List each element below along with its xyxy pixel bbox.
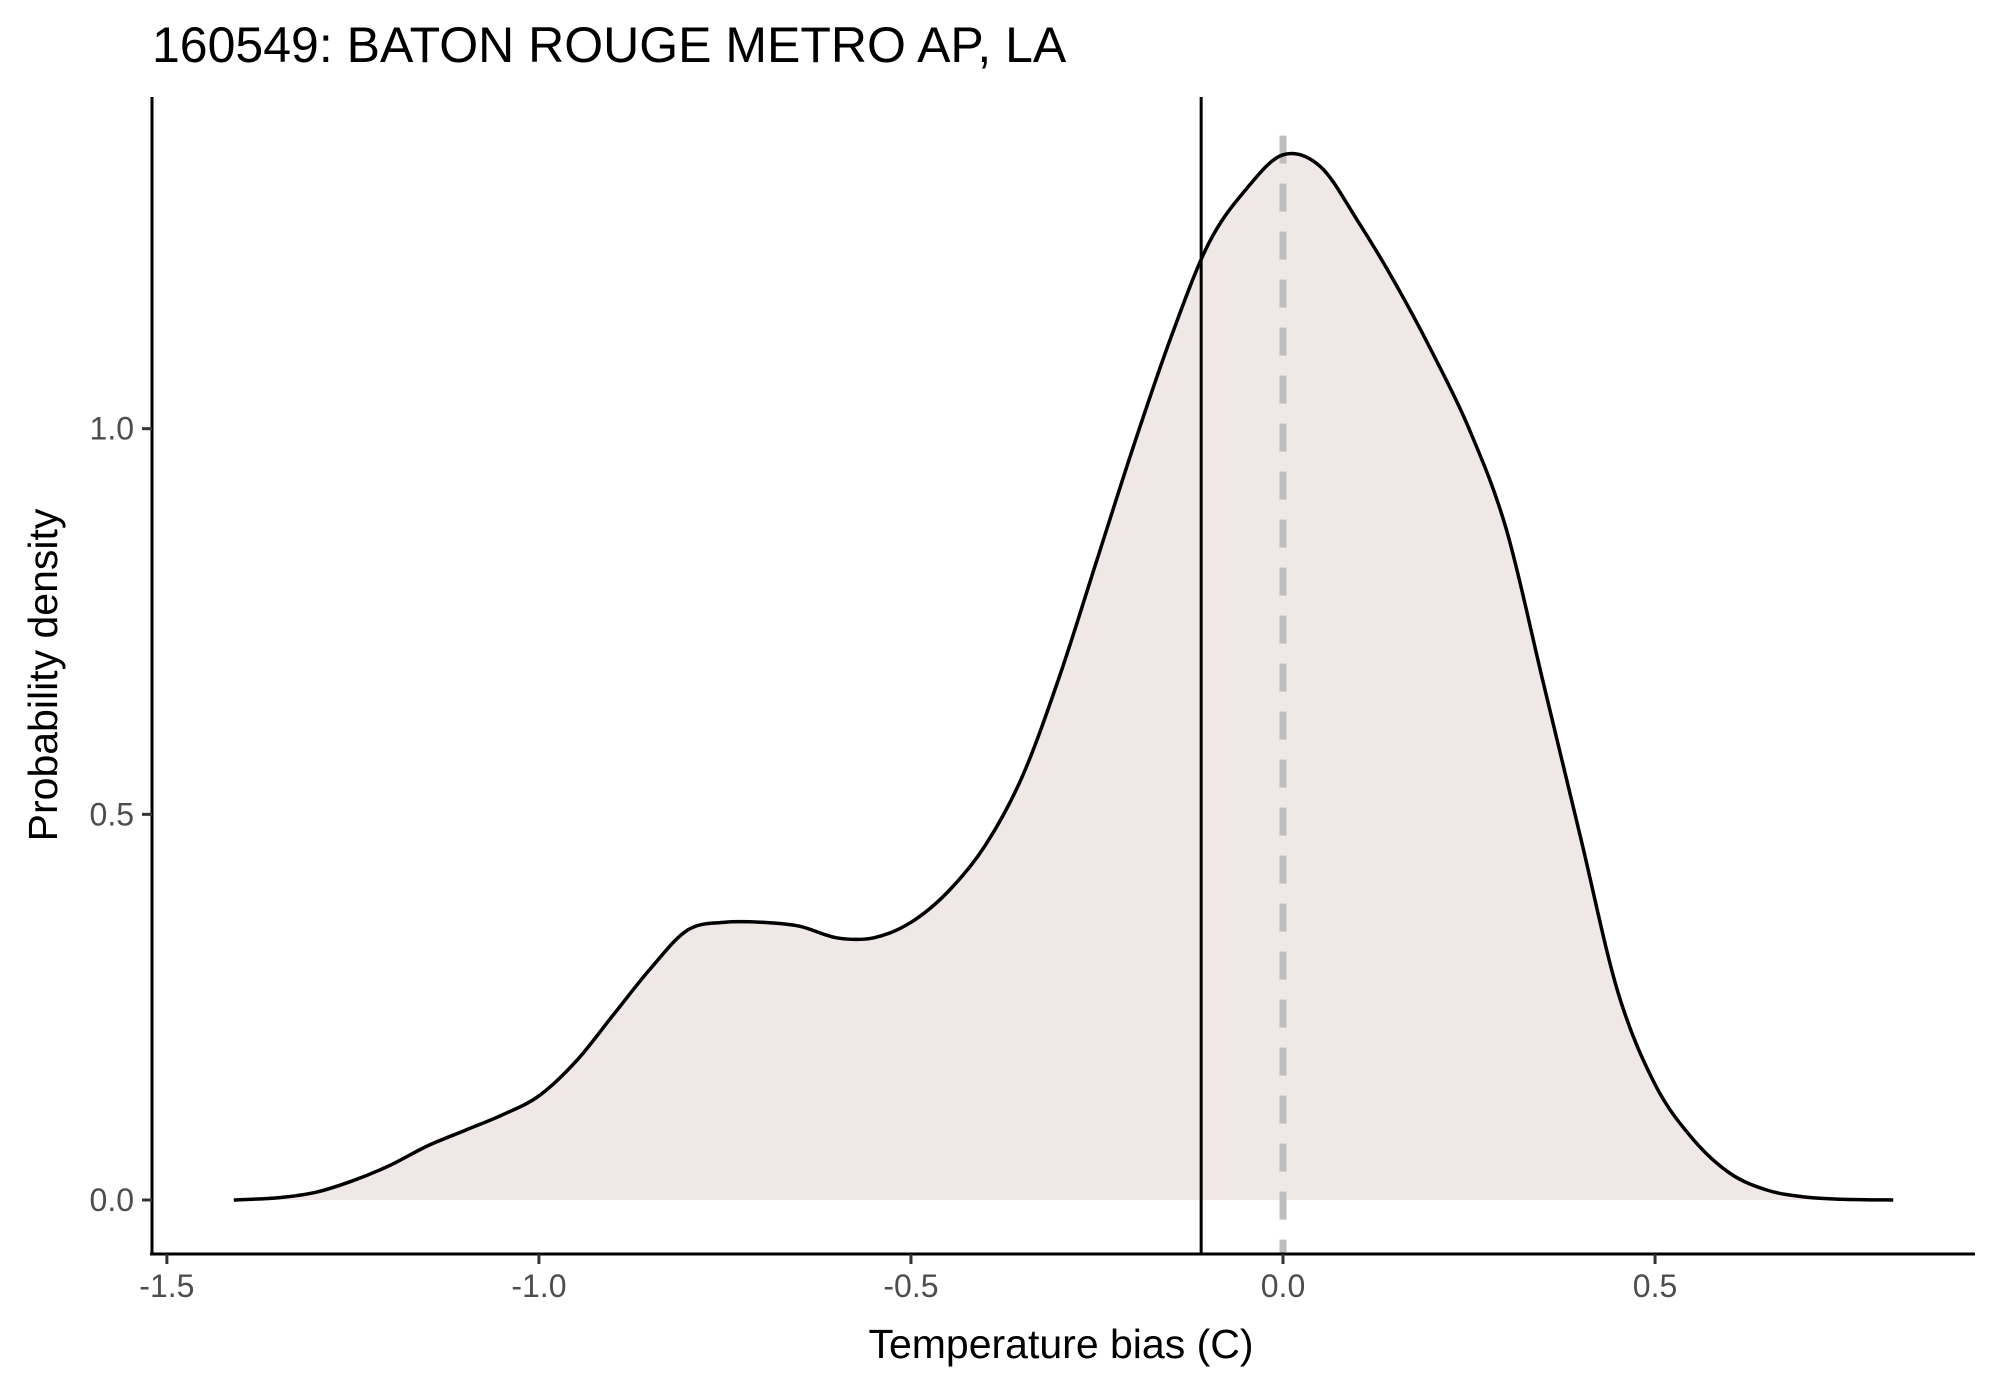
y-tick-label: 0.5 [90,796,134,832]
axis-ticks: -1.5 -1.0 -0.5 0.0 0.5 0.0 0.5 1.0 [90,411,1678,1304]
x-tick-label: -1.5 [139,1268,194,1304]
x-tick-label: -0.5 [883,1268,938,1304]
chart-title: 160549: BATON ROUGE METRO AP, LA [152,17,1067,73]
x-tick-label: 0.5 [1633,1268,1677,1304]
plot-area [233,97,1894,1254]
y-tick-label: 0.0 [90,1182,134,1218]
y-axis-label: Probability density [20,508,66,841]
x-axis-label: Temperature bias (C) [868,1321,1253,1367]
density-area [233,153,1894,1201]
y-tick-label: 1.0 [90,411,134,447]
density-curve [233,151,1894,1202]
x-tick-label: 0.0 [1261,1268,1305,1304]
x-tick-label: -1.0 [511,1268,566,1304]
